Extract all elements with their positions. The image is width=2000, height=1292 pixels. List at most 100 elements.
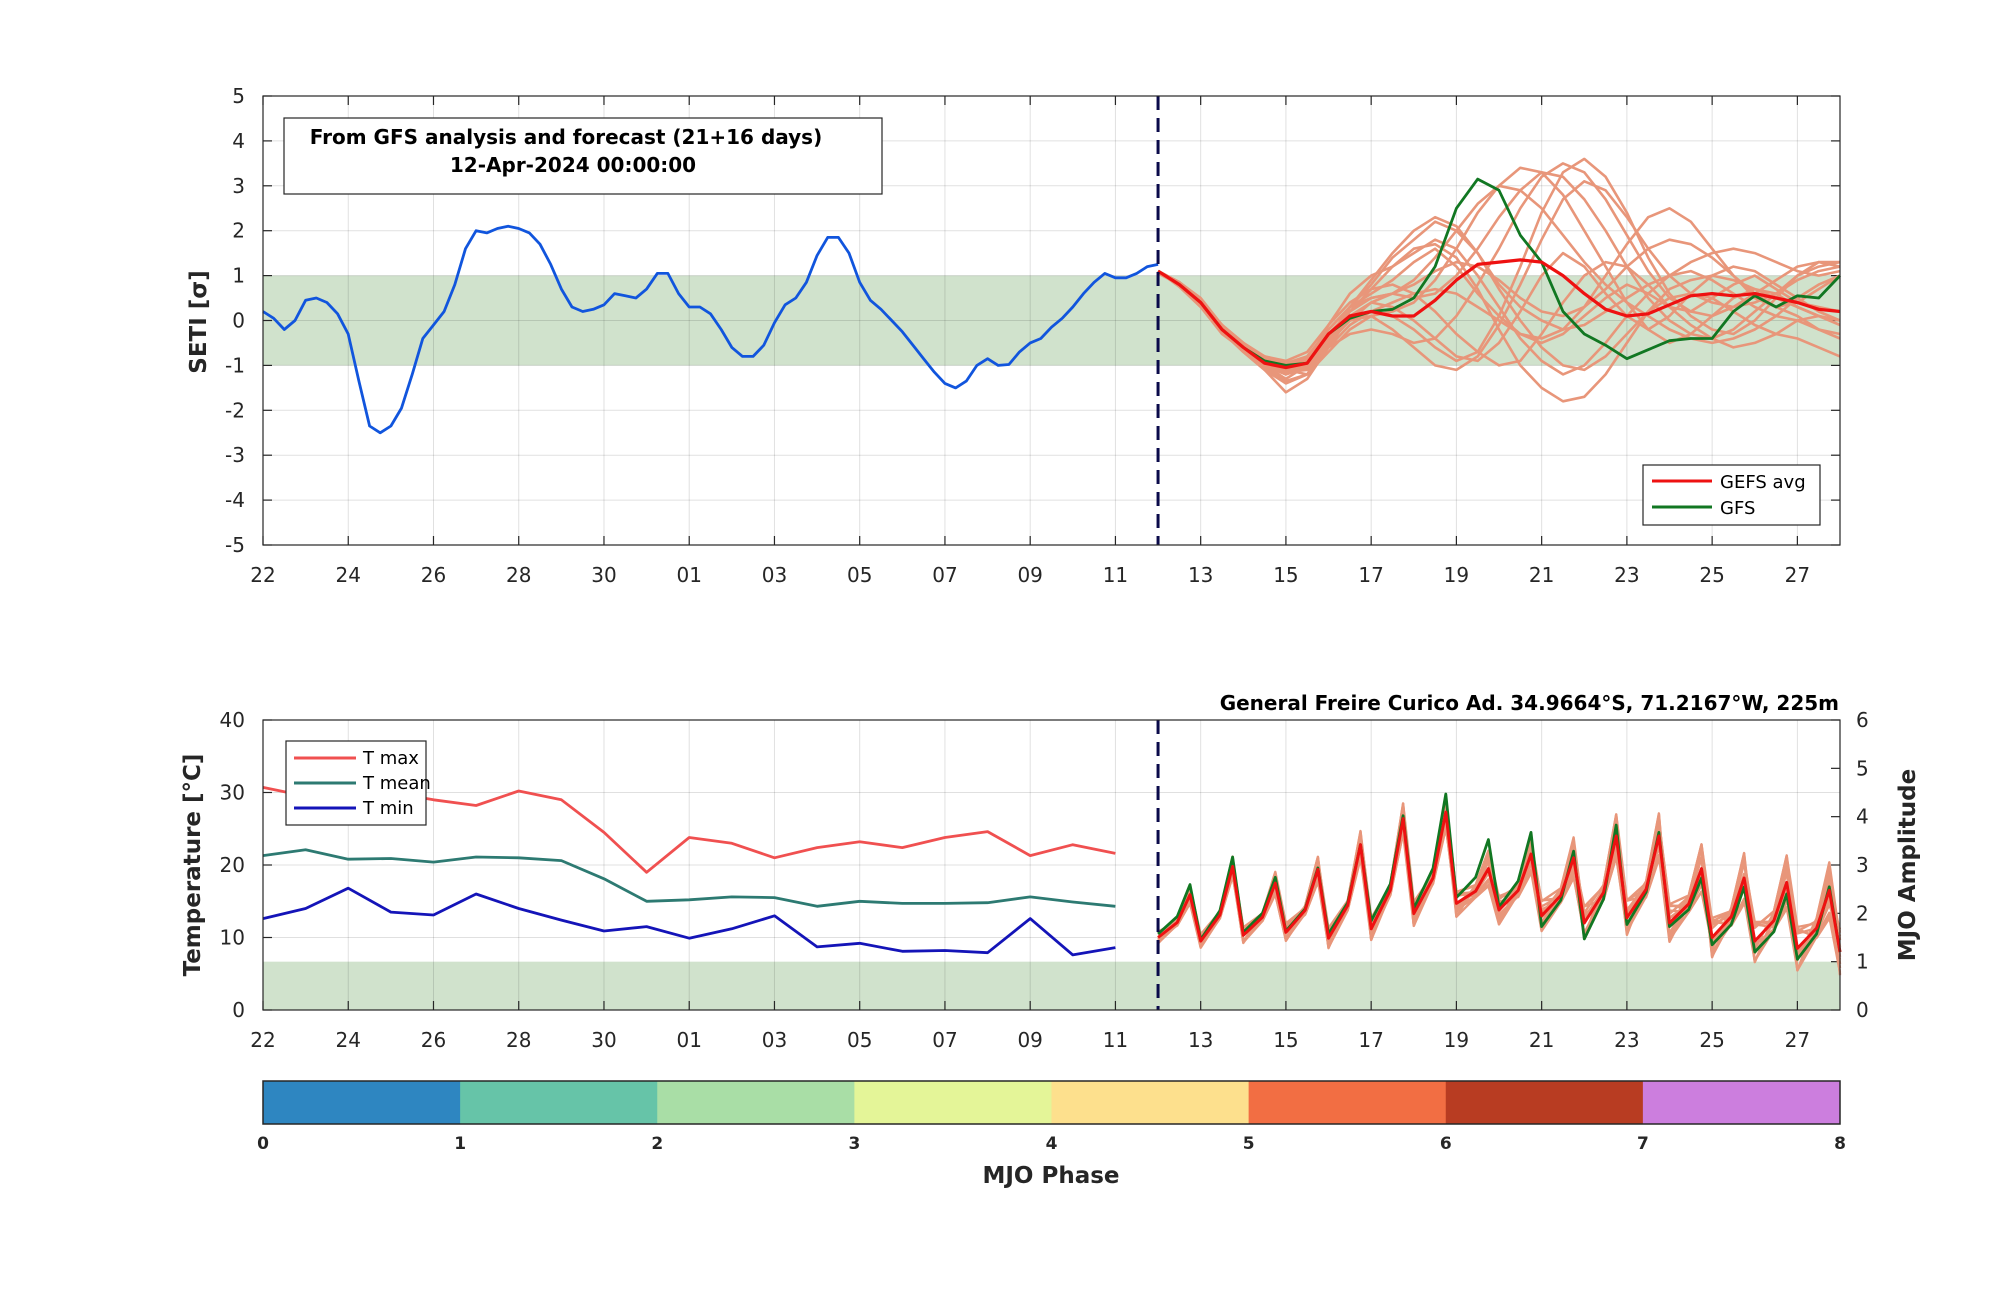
colorbar-tick-label: 7 xyxy=(1637,1134,1649,1154)
colorbar-tick-label: 8 xyxy=(1834,1134,1846,1154)
tmean-line xyxy=(262,848,1116,908)
station-title: General Freire Curico Ad. 34.9664°S, 71.… xyxy=(1220,691,1839,715)
colorbar-tick-label: 6 xyxy=(1440,1134,1452,1154)
bottom-x-tick-label: 28 xyxy=(506,1028,531,1052)
bottom-y-tick-labels: 40 30 20 10 0 xyxy=(220,708,245,1022)
legend-label-gefs-avg: GEFS avg xyxy=(1720,472,1806,493)
colorbar-tick-label: 1 xyxy=(454,1134,466,1154)
bottom-right-y-tick-labels: 6 5 4 3 2 1 0 xyxy=(1856,708,1869,1022)
top-x-tick-label: 17 xyxy=(1358,563,1383,587)
bottom-y-tick-label: 0 xyxy=(232,998,245,1022)
colorbar-segment-phase-8 xyxy=(1642,1081,1841,1124)
top-y-axis-label: SETI [σ] xyxy=(186,270,212,373)
legend-label-gfs: GFS xyxy=(1720,498,1755,519)
top-x-tick-label: 13 xyxy=(1188,563,1213,587)
top-y-tick-label: 0 xyxy=(232,309,245,333)
bottom-x-tick-label: 05 xyxy=(847,1028,872,1052)
gefs-member-line xyxy=(1157,238,1841,376)
bottom-x-tick-label: 19 xyxy=(1444,1028,1469,1052)
gefs-member-temperature-line xyxy=(1157,799,1842,972)
bottom-right-y-tick-label: 1 xyxy=(1856,950,1869,974)
top-x-tick-label: 24 xyxy=(336,563,361,587)
legend-label-tmean: T mean xyxy=(362,773,431,794)
bottom-x-tick-label: 22 xyxy=(250,1028,275,1052)
gefs-member-line xyxy=(1157,242,1841,403)
colorbar-segment-phase-1 xyxy=(263,1081,461,1124)
legend-label-tmax: T max xyxy=(362,748,419,769)
bottom-y-tick-label: 40 xyxy=(220,708,245,732)
top-x-tick-label: 01 xyxy=(676,563,701,587)
bottom-right-y-axis-label: MJO Amplitude xyxy=(1895,769,1921,961)
bottom-right-y-tick-label: 5 xyxy=(1856,756,1869,780)
top-x-tick-label: 23 xyxy=(1614,563,1639,587)
colorbar-label: MJO Phase xyxy=(982,1163,1119,1189)
mjo-phase-colorbar: 0 1 2 3 4 5 6 7 8 MJO Phase xyxy=(257,1080,1846,1189)
legend-label-tmin: T min xyxy=(362,798,414,819)
top-y-tick-label: -2 xyxy=(225,398,245,422)
top-y-tick-label: 1 xyxy=(232,264,245,288)
gefs-member-line xyxy=(1157,171,1841,365)
top-y-tick-label: -1 xyxy=(225,353,245,377)
top-y-tick-label: -5 xyxy=(225,533,245,557)
bottom-x-tick-label: 09 xyxy=(1017,1028,1042,1052)
top-x-tick-label: 26 xyxy=(421,563,446,587)
bottom-x-tick-labels: 22 24 26 28 30 01 03 05 07 09 11 13 15 17 19 21 23 25 27 xyxy=(250,1028,1810,1052)
top-y-tick-label: 4 xyxy=(232,129,245,153)
colorbar-segment-phase-2 xyxy=(460,1081,658,1124)
colorbar-segment-phase-5 xyxy=(1051,1081,1250,1124)
gefs-avg-line xyxy=(1157,258,1841,370)
top-x-tick-label: 09 xyxy=(1017,563,1042,587)
bottom-x-tick-label: 21 xyxy=(1529,1028,1554,1052)
top-x-tick-label: 19 xyxy=(1444,563,1469,587)
bottom-y-axis-label: Temperature [°C] xyxy=(180,754,206,977)
colorbar-tick-label: 2 xyxy=(651,1134,663,1154)
colorbar-frame xyxy=(262,1080,1841,1125)
annotation-line-2: 12-Apr-2024 00:00:00 xyxy=(450,153,696,177)
top-y-tick-label: -4 xyxy=(225,488,245,512)
bottom-y-tick-label: 20 xyxy=(220,853,245,877)
top-x-tick-label: 07 xyxy=(932,563,957,587)
top-y-tick-label: 2 xyxy=(232,219,245,243)
colorbar-tick-label: 3 xyxy=(848,1134,860,1154)
gefs-member-line xyxy=(1157,184,1841,367)
top-y-tick-label: -3 xyxy=(225,443,245,467)
bottom-x-tick-label: 17 xyxy=(1358,1028,1383,1052)
top-plot-frame xyxy=(262,95,1841,546)
top-legend: GEFS avg GFS xyxy=(1642,464,1821,526)
bottom-right-y-tick-label: 0 xyxy=(1856,998,1869,1022)
gefs-member-line xyxy=(1157,215,1841,385)
bottom-x-tick-label: 01 xyxy=(676,1028,701,1052)
bottom-plot-frame xyxy=(262,719,1841,1011)
bottom-right-y-tick-label: 4 xyxy=(1856,805,1869,829)
bottom-y-tick-label: 10 xyxy=(220,926,245,950)
top-x-tick-label: 05 xyxy=(847,563,872,587)
colorbar-segment-phase-3 xyxy=(657,1081,855,1124)
top-x-tick-label: 21 xyxy=(1529,563,1554,587)
bottom-x-tick-label: 11 xyxy=(1103,1028,1128,1052)
bottom-x-tick-label: 03 xyxy=(762,1028,787,1052)
colorbar-segment-phase-4 xyxy=(854,1081,1052,1124)
bottom-x-tick-label: 13 xyxy=(1188,1028,1213,1052)
gefs-avg-temperature-line xyxy=(1157,810,1842,953)
bottom-x-tick-label: 27 xyxy=(1785,1028,1810,1052)
top-y-tick-labels: 5 4 3 2 1 0 -1 -2 -3 -4 -5 xyxy=(225,84,245,557)
main-lines xyxy=(262,177,1842,435)
bottom-x-tick-label: 25 xyxy=(1699,1028,1724,1052)
colorbar-segment-phase-7 xyxy=(1445,1081,1644,1124)
colorbar-tick-label: 5 xyxy=(1243,1134,1255,1154)
top-x-tick-label: 15 xyxy=(1273,563,1298,587)
top-x-tick-label: 22 xyxy=(250,563,275,587)
gfs-line xyxy=(1157,177,1842,367)
bottom-x-tick-label: 23 xyxy=(1614,1028,1639,1052)
colorbar-tick-label: 4 xyxy=(1046,1134,1058,1154)
top-x-tick-label: 25 xyxy=(1699,563,1724,587)
bottom-y-tick-label: 30 xyxy=(220,781,245,805)
top-x-tick-label: 30 xyxy=(591,563,616,587)
top-y-tick-label: 5 xyxy=(232,84,245,108)
top-x-tick-label: 11 xyxy=(1103,563,1128,587)
top-y-tick-label: 3 xyxy=(232,174,245,198)
bottom-x-tick-label: 15 xyxy=(1273,1028,1298,1052)
